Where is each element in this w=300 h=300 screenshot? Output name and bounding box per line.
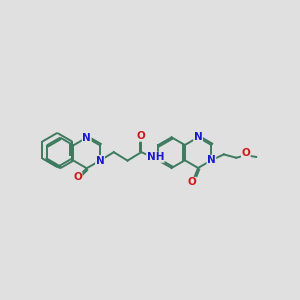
Text: O: O	[137, 131, 146, 141]
Text: N: N	[82, 133, 91, 142]
Text: O: O	[242, 148, 250, 158]
Text: N: N	[207, 155, 216, 165]
Text: O: O	[73, 172, 82, 182]
Text: N: N	[194, 132, 203, 142]
Text: NH: NH	[147, 152, 164, 162]
Text: N: N	[96, 156, 104, 166]
Text: O: O	[188, 177, 197, 188]
